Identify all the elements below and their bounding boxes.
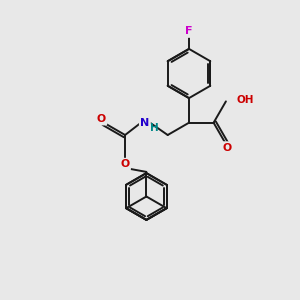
Text: N: N: [140, 118, 149, 128]
Text: H: H: [150, 123, 159, 133]
Text: OH: OH: [236, 95, 254, 105]
Text: O: O: [121, 159, 130, 169]
Text: F: F: [185, 26, 193, 37]
Text: O: O: [97, 114, 106, 124]
Text: O: O: [223, 142, 232, 153]
